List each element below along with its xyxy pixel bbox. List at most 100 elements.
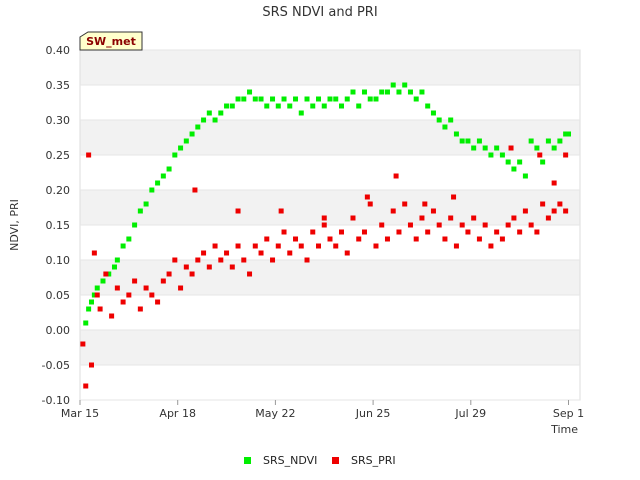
y-tick-label: 0.10 xyxy=(46,254,71,267)
srs-ndvi-point xyxy=(522,173,528,179)
srs-pri-point xyxy=(425,229,431,235)
srs-pri-point xyxy=(471,215,477,221)
srs-ndvi-point xyxy=(390,82,396,88)
srs-ndvi-point xyxy=(379,89,385,95)
srs-ndvi-point xyxy=(528,138,534,144)
y-tick-label: 0.20 xyxy=(46,184,71,197)
srs-pri-point xyxy=(488,243,494,249)
srs-ndvi-point xyxy=(293,96,299,102)
srs-pri-point xyxy=(419,215,425,221)
grid-band xyxy=(80,50,580,85)
srs-ndvi-point xyxy=(86,306,92,312)
srs-pri-point xyxy=(361,229,367,235)
srs-ndvi-point xyxy=(189,131,195,137)
srs-ndvi-point xyxy=(201,117,207,123)
srs-pri-point xyxy=(390,208,396,214)
srs-ndvi-point xyxy=(298,110,304,116)
srs-ndvi-point xyxy=(494,145,500,151)
srs-pri-point xyxy=(367,201,373,207)
srs-ndvi-point xyxy=(563,131,569,137)
srs-pri-point xyxy=(206,264,212,270)
srs-pri-point xyxy=(537,152,543,158)
srs-ndvi-point xyxy=(281,96,287,102)
srs-ndvi-point xyxy=(333,96,339,102)
srs-ndvi-point xyxy=(448,117,454,123)
srs-pri-point xyxy=(459,222,465,228)
srs-pri-point xyxy=(298,243,304,249)
srs-ndvi-point xyxy=(396,89,402,95)
srs-pri-point xyxy=(80,341,86,347)
srs-ndvi-point xyxy=(94,285,100,291)
srs-pri-point xyxy=(517,229,523,235)
srs-ndvi-point xyxy=(344,96,350,102)
srs-ndvi-point xyxy=(402,82,408,88)
srs-ndvi-point xyxy=(275,103,281,109)
srs-ndvi-point xyxy=(534,145,540,151)
srs-pri-point xyxy=(356,236,362,242)
srs-pri-point xyxy=(201,250,207,256)
srs-ndvi-point xyxy=(120,243,126,249)
srs-pri-point xyxy=(436,222,442,228)
x-tick-label: Jun 25 xyxy=(355,407,391,420)
srs-ndvi-point xyxy=(241,96,247,102)
srs-ndvi-point xyxy=(505,159,511,165)
srs-ndvi-point xyxy=(407,89,413,95)
grid-band xyxy=(80,260,580,295)
srs-ndvi-point xyxy=(160,173,166,179)
grid-band xyxy=(80,155,580,190)
srs-pri-point xyxy=(224,250,230,256)
srs-pri-point xyxy=(373,243,379,249)
srs-ndvi-point xyxy=(517,159,523,165)
srs-pri-point xyxy=(212,243,218,249)
srs-pri-point xyxy=(160,278,166,284)
srs-pri-point xyxy=(338,229,344,235)
srs-pri-point xyxy=(258,250,264,256)
srs-pri-point xyxy=(241,257,247,263)
badge-label: SW_met xyxy=(86,35,136,48)
x-axis: Mar 15 Apr 18 May 22 Jun 25 Jul 29 Sep 1 xyxy=(61,400,584,420)
srs-pri-point xyxy=(287,250,293,256)
y-tick-label: 0.40 xyxy=(46,44,71,57)
srs-pri-point xyxy=(453,243,459,249)
srs-pri-point xyxy=(528,222,534,228)
srs-ndvi-point xyxy=(218,110,224,116)
srs-pri-point xyxy=(192,187,198,193)
srs-ndvi-point xyxy=(373,96,379,102)
srs-pri-point xyxy=(149,292,155,298)
x-tick-label: Jul 29 xyxy=(454,407,486,420)
srs-ndvi-point xyxy=(111,264,117,270)
x-tick-label: Sep 1 xyxy=(553,407,584,420)
srs-pri-point xyxy=(379,222,385,228)
srs-pri-point xyxy=(83,383,89,389)
srs-pri-point xyxy=(321,215,327,221)
srs-pri-point xyxy=(275,243,281,249)
srs-ndvi-point xyxy=(384,89,390,95)
srs-ndvi-point xyxy=(566,131,572,137)
srs-pri-point xyxy=(178,285,184,291)
x-tick-label: Apr 18 xyxy=(159,407,196,420)
grid-band xyxy=(80,330,580,365)
srs-pri-point xyxy=(97,306,103,312)
srs-ndvi-point xyxy=(338,103,344,109)
y-tick-label: 0.05 xyxy=(46,289,71,302)
srs-ndvi-point xyxy=(316,96,322,102)
srs-pri-point xyxy=(132,278,138,284)
srs-pri-point xyxy=(327,236,333,242)
srs-pri-point xyxy=(114,285,120,291)
srs-ndvi-point xyxy=(235,96,241,102)
srs-ndvi-point xyxy=(476,138,482,144)
srs-pri-point xyxy=(304,257,310,263)
srs-ndvi-point xyxy=(247,89,253,95)
srs-ndvi-point xyxy=(304,96,310,102)
srs-ndvi-point xyxy=(224,103,230,109)
x-tick-label: May 22 xyxy=(255,407,295,420)
srs-pri-point xyxy=(91,250,97,256)
srs-ndvi-point xyxy=(419,89,425,95)
srs-pri-point xyxy=(103,271,109,277)
srs-ndvi-point xyxy=(511,166,517,172)
srs-pri-point xyxy=(155,299,161,305)
srs-ndvi-point xyxy=(488,152,494,158)
srs-ndvi-point xyxy=(172,152,178,158)
srs-pri-point xyxy=(508,145,514,151)
srs-pri-point xyxy=(247,271,253,277)
